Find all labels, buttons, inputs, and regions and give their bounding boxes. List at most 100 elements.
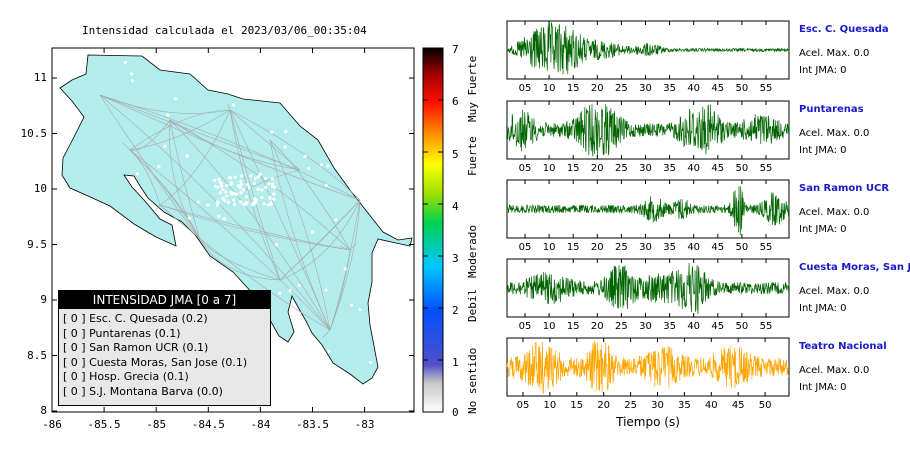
time-tick-label: 25	[615, 321, 628, 332]
station-dot	[368, 360, 373, 365]
station-dot	[270, 184, 275, 188]
road	[199, 239, 281, 281]
station-dot	[173, 97, 177, 101]
station-dot	[270, 130, 274, 134]
colorbar-tick: 4	[452, 200, 459, 213]
lon-tick-label: -83.5	[295, 418, 330, 431]
station-name: Teatro Nacional	[799, 341, 887, 352]
station-dot	[247, 185, 251, 190]
station-dot	[187, 216, 192, 220]
station-dot	[196, 200, 200, 204]
time-tick-label: 15	[566, 321, 580, 332]
station-accel: Acel. Max. 0.0	[799, 286, 870, 297]
station-dot	[272, 192, 276, 196]
colorbar-tick: 2	[452, 304, 459, 317]
station-intensity: Int JMA: 0	[799, 145, 847, 156]
time-tick-label: 15	[566, 83, 580, 94]
station-dot	[297, 283, 301, 288]
time-tick-label: 55	[759, 83, 773, 94]
station-dot	[327, 349, 331, 354]
time-tick-label: 05	[518, 163, 532, 174]
time-tick-label: 20	[590, 83, 604, 94]
time-tick-label: 20	[590, 242, 604, 253]
time-tick-label: 05	[516, 400, 530, 411]
legend-row: [ 0 ] Puntarenas (0.1)	[63, 326, 181, 340]
road-network	[99, 94, 361, 339]
time-tick-label: 25	[624, 400, 637, 411]
station-dot	[266, 203, 271, 207]
time-tick-label: 45	[711, 242, 725, 253]
station-dot	[227, 175, 231, 180]
time-tick-label: 45	[731, 400, 745, 411]
road	[99, 94, 361, 201]
time-tick-label: 15	[566, 163, 580, 174]
station-dot	[260, 188, 264, 192]
station-dot	[217, 177, 221, 181]
time-tick-label: 35	[663, 83, 676, 94]
time-tick-label: 05	[518, 321, 532, 332]
station-dot	[274, 243, 279, 247]
colorbar-tick: 1	[452, 356, 459, 369]
lon-tick-label: -84	[250, 418, 271, 431]
station-dot	[326, 164, 330, 168]
road	[279, 199, 361, 281]
road	[122, 142, 131, 151]
station-intensity: Int JMA: 0	[799, 65, 847, 76]
road	[329, 199, 361, 331]
time-tick-label: 30	[639, 242, 652, 253]
road	[339, 246, 351, 251]
time-tick-label: 20	[590, 321, 604, 332]
station-dot	[185, 154, 189, 158]
station-dot	[253, 176, 257, 181]
time-tick-label: 55	[759, 163, 773, 174]
road	[129, 149, 331, 331]
station-dot	[260, 195, 264, 200]
station-dot	[222, 217, 226, 221]
station-dot	[284, 129, 288, 134]
station-dot	[310, 230, 315, 234]
time-tick-label: 30	[639, 321, 652, 332]
station-dot	[157, 165, 161, 169]
station-accel: Acel. Max. 0.0	[799, 365, 870, 376]
station-dot	[319, 163, 324, 167]
time-tick-label: 40	[687, 83, 701, 94]
road	[269, 139, 351, 251]
time-tick-label: 35	[663, 321, 676, 332]
time-tick-label: 40	[687, 242, 701, 253]
station-dot	[249, 174, 253, 178]
station-dot	[252, 182, 256, 186]
station-dot	[233, 175, 237, 179]
station-dot	[283, 145, 287, 149]
time-tick-label: 25	[615, 242, 628, 253]
station-dot	[221, 188, 225, 192]
legend-row: [ 0 ] Hosp. Grecia (0.1)	[63, 370, 189, 384]
road	[159, 204, 331, 331]
map-title: Intensidad calculada el 2023/03/06_00:35…	[82, 24, 367, 37]
waveform-panel	[506, 258, 790, 318]
waveform-trace	[506, 21, 790, 75]
station-dot	[130, 72, 134, 76]
station-dot	[219, 184, 224, 188]
road	[129, 109, 231, 151]
station-dot	[239, 182, 243, 186]
waveform-trace	[506, 103, 790, 157]
station-intensity: Int JMA: 0	[799, 303, 847, 314]
time-tick-label: 35	[663, 242, 676, 253]
station-dot	[239, 191, 243, 195]
road	[153, 204, 161, 213]
station-dot	[166, 113, 170, 117]
station-name: Puntarenas	[799, 104, 864, 115]
legend-row: [ 0 ] S.J. Montana Barva (0.0)	[63, 384, 223, 398]
waveform-panel	[506, 179, 790, 239]
station-dot	[218, 191, 222, 195]
station-dot	[135, 172, 139, 176]
station-dot	[239, 174, 244, 178]
road	[159, 204, 351, 251]
station-dot	[343, 267, 347, 271]
station-intensity: Int JMA: 0	[799, 224, 847, 235]
time-tick-label: 40	[687, 321, 701, 332]
station-dot	[123, 60, 127, 64]
station-dot	[245, 201, 249, 205]
station-dot	[256, 187, 260, 191]
